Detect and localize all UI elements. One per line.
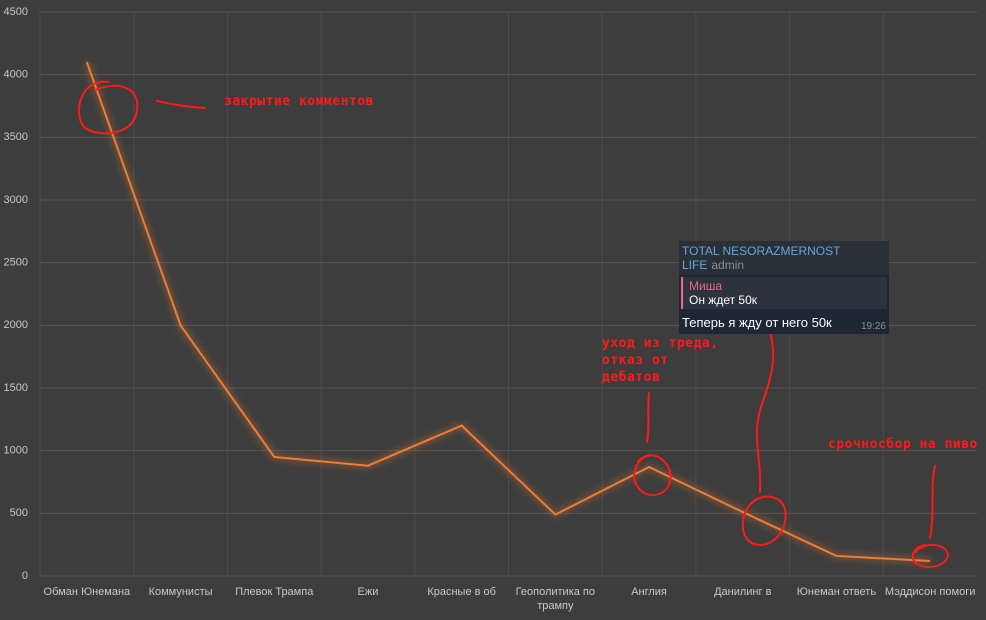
y-tick-label: 2000 — [4, 319, 28, 331]
scribble-circle — [911, 543, 949, 569]
line — [85, 61, 931, 562]
x-tick-label: Обман Юнемана — [43, 586, 131, 598]
plot — [85, 61, 931, 562]
reply: Миша Он ждет 50к — [681, 277, 887, 309]
y-tick-label: 1500 — [4, 382, 28, 394]
annotation: закрытие комментов — [224, 94, 374, 109]
role: admin — [711, 258, 745, 272]
y-tick-label: 3000 — [4, 194, 28, 206]
y-tick-label: 2500 — [4, 257, 28, 269]
y-tick-label: 1000 — [4, 445, 28, 457]
message-card: TOTAL NESORAZMERNOST LIFE admin Миша Он ж… — [679, 241, 889, 334]
reply-text: Он ждет 50к — [689, 293, 758, 307]
x-tick-label: Ежи — [357, 586, 379, 598]
y-tick-label: 0 — [22, 570, 28, 582]
message-text: Теперь я жду от него 50к 19:26 — [679, 311, 889, 334]
scribbles — [77, 80, 949, 569]
y-tick-label: 4500 — [4, 6, 28, 18]
x-tick-label: Геополитика по трампу — [515, 586, 596, 612]
scribble-circle — [741, 495, 787, 547]
scribble-circle — [77, 80, 139, 135]
scribble-line — [755, 331, 775, 493]
y-tick-label: 3500 — [4, 131, 28, 143]
y-tick-label: 500 — [10, 507, 28, 519]
y-tick-label: 4000 — [4, 69, 28, 81]
scribble-line — [646, 392, 650, 443]
x-tick-label: Юнеман ответь — [796, 586, 877, 598]
message-time: 19:26 — [860, 321, 886, 332]
grid: 0 500 1000 1500 2000 2500 3000 3500 4000 4500 — [4, 6, 977, 582]
scribble-line — [156, 100, 206, 109]
x-tick-label: Коммунисты — [148, 586, 213, 598]
scribble-circle — [633, 454, 672, 497]
scribble-line — [929, 465, 936, 539]
x-tick-label: Мэддисон помоги — [884, 586, 976, 598]
message-header: TOTAL NESORAZMERNOST LIFE admin — [679, 241, 889, 275]
x-tick-label: Плевок Трампа — [235, 586, 314, 598]
x-tick-label: Данилинг в — [714, 586, 772, 598]
x-tick-label: Англия — [631, 586, 667, 598]
channel: TOTAL NESORAZMERNOST LIFE — [682, 244, 841, 272]
x-tick-label: Красные в об — [427, 586, 496, 598]
annotation: уход из треда, отказ от дебатов — [602, 336, 719, 385]
message-body: Теперь я жду от него 50к — [682, 315, 832, 330]
annotation: срочносбор на пиво — [828, 437, 978, 452]
reply-author: Миша — [689, 279, 722, 293]
